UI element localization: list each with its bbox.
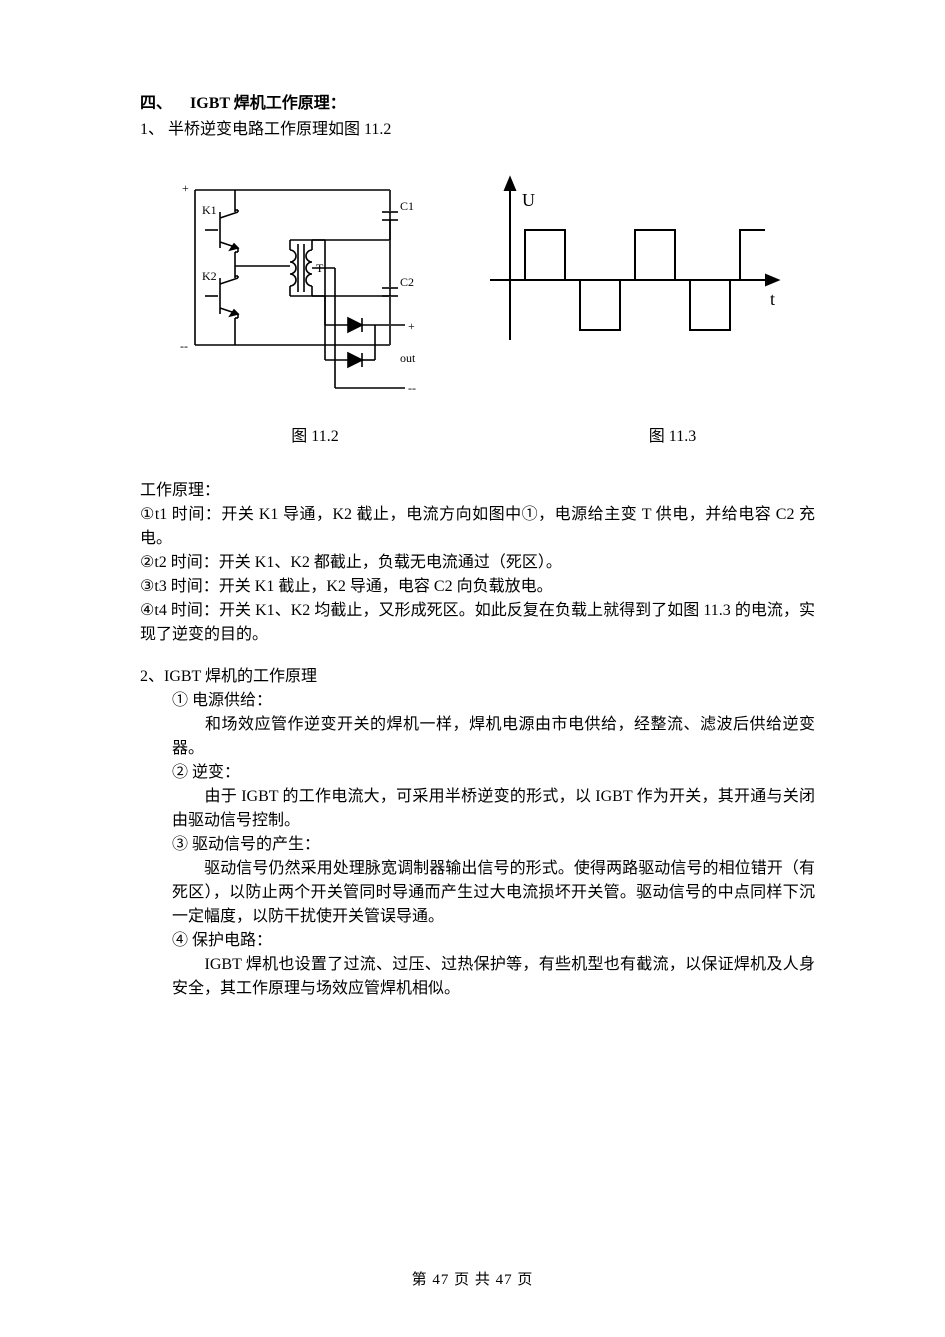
label-out-minus: --: [408, 381, 416, 395]
heading-title: IGBT 焊机工作原理：: [190, 92, 346, 116]
principle-line-4: ④t4 时间：开关 K1、K2 均截止，又形成死区。如此反复在负载上就得到了如图…: [140, 599, 815, 647]
item4-body: IGBT 焊机也设置了过流、过压、过热保护等，有些机型也有截流，以保证焊机及人身…: [140, 953, 815, 1001]
label-out: out: [400, 351, 416, 365]
label-minus: --: [180, 339, 188, 353]
label-k1: K1: [202, 203, 217, 217]
label-plus: +: [182, 181, 189, 195]
heading-row: 四、 IGBT 焊机工作原理：: [140, 92, 815, 116]
item3-label: ③ 驱动信号的产生：: [140, 833, 815, 857]
figure-11-3: U t: [470, 170, 790, 370]
label-c2: C2: [400, 275, 414, 289]
label-out-plus: +: [408, 319, 415, 333]
principle-line-1: ①t1 时间：开关 K1 导通，K2 截止，电流方向如图中①，电源给主变 T 供…: [140, 503, 815, 551]
subheading-2: 2、IGBT 焊机的工作原理: [140, 665, 815, 689]
label-k2: K2: [202, 269, 217, 283]
axis-t-label: t: [770, 289, 775, 309]
captions-row: 图 11.2 图 11.3: [140, 425, 815, 449]
principle-label: 工作原理：: [140, 479, 815, 503]
item1-label: ① 电源供给：: [140, 689, 815, 713]
waveform-diagram-icon: U t: [470, 170, 790, 370]
axis-u-label: U: [522, 190, 535, 210]
item1-body: 和场效应管作逆变开关的焊机一样，焊机电源由市电供给，经整流、滤波后供给逆变器。: [140, 713, 815, 761]
principle-line-2: ②t2 时间：开关 K1、K2 都截止，负载无电流通过（死区）。: [140, 551, 815, 575]
item4-label: ④ 保护电路：: [140, 929, 815, 953]
caption-11-3: 图 11.3: [490, 425, 815, 449]
item2-label: ② 逆变：: [140, 761, 815, 785]
caption-11-2: 图 11.2: [140, 425, 490, 449]
circuit-diagram-icon: + -- K1 K2 C1 C2 T + out --: [160, 170, 420, 405]
label-t: T: [316, 261, 324, 275]
item3-body: 驱动信号仍然采用处理脉宽调制器输出信号的形式。使得两路驱动信号的相位错开（有死区…: [140, 857, 815, 929]
heading-number: 四、: [140, 92, 172, 116]
principle-line-3: ③t3 时间：开关 K1 截止，K2 导通，电容 C2 向负载放电。: [140, 575, 815, 599]
label-c1: C1: [400, 199, 414, 213]
subheading-1: 1、 半桥逆变电路工作原理如图 11.2: [140, 118, 815, 142]
figures-row: + -- K1 K2 C1 C2 T + out --: [160, 170, 815, 405]
figure-11-2: + -- K1 K2 C1 C2 T + out --: [160, 170, 420, 405]
page: 四、 IGBT 焊机工作原理： 1、 半桥逆变电路工作原理如图 11.2: [0, 0, 945, 1337]
item2-body: 由于 IGBT 的工作电流大，可采用半桥逆变的形式，以 IGBT 作为开关，其开…: [140, 785, 815, 833]
page-footer: 第 47 页 共 47 页: [0, 1269, 945, 1292]
